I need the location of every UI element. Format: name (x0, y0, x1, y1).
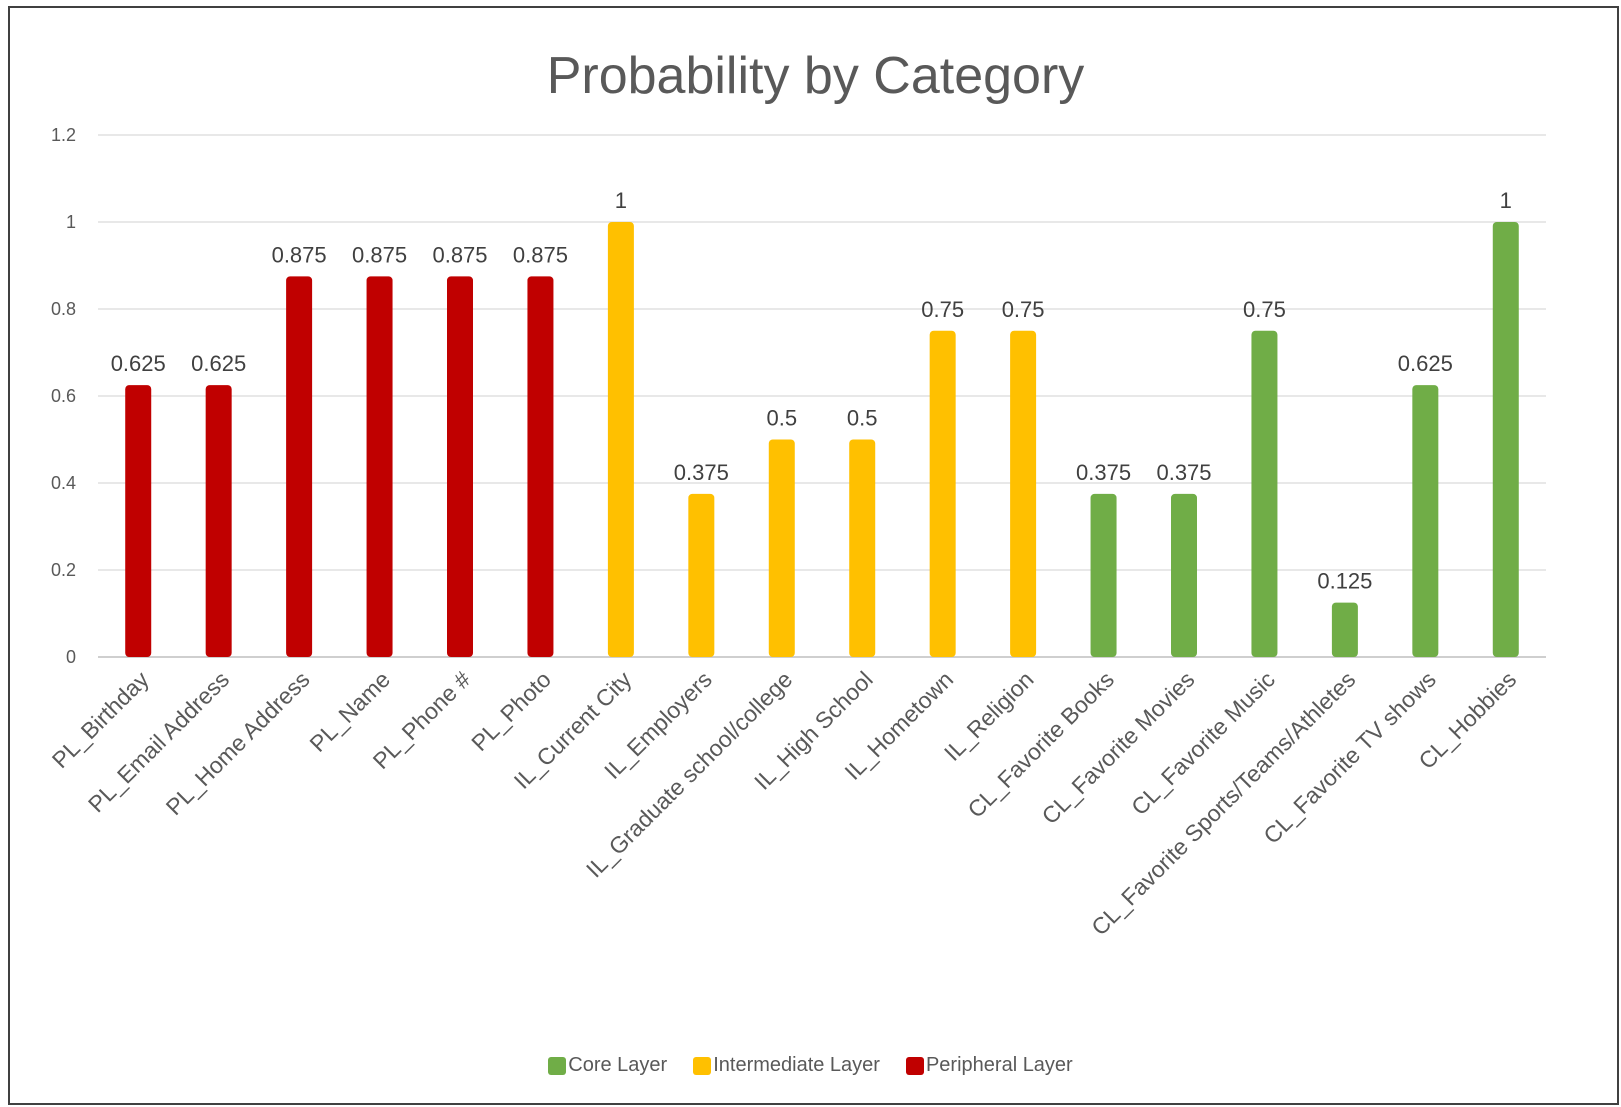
data-label: 0.375 (1076, 460, 1131, 485)
legend-item-intermediate: Intermediate Layer (693, 1054, 880, 1077)
data-label: 0.625 (1398, 351, 1453, 376)
data-label: 0.125 (1317, 569, 1372, 594)
bar (688, 493, 715, 657)
data-label: 0.5 (766, 406, 797, 431)
data-label: 0.375 (674, 460, 729, 485)
y-tick-label: 1 (66, 212, 76, 232)
chart-legend: Core Layer Intermediate Layer Peripheral… (0, 1054, 1621, 1077)
x-category-label: PL_Home Address (161, 666, 315, 820)
data-label: 0.875 (272, 242, 327, 267)
bar (1090, 493, 1117, 657)
x-category-label: CL_Favorite Music (1126, 666, 1280, 820)
legend-label-peripheral: Peripheral Layer (925, 1054, 1073, 1076)
bar (1492, 222, 1519, 657)
x-category-label: CL_Favorite Movies (1037, 666, 1200, 829)
data-label: 0.875 (432, 242, 487, 267)
bar (205, 385, 232, 657)
y-tick-label: 0.4 (51, 473, 76, 493)
data-label: 0.875 (352, 242, 407, 267)
bar (849, 439, 876, 657)
chart-title: Probability by Category (546, 47, 1085, 105)
y-tick-label: 0 (66, 647, 76, 667)
bar (1010, 330, 1037, 657)
data-label: 0.625 (111, 351, 166, 376)
legend-label-core: Core Layer (568, 1054, 668, 1076)
y-tick-label: 0.6 (51, 386, 76, 406)
y-tick-label: 1.2 (51, 125, 76, 145)
data-label: 0.75 (1002, 297, 1045, 322)
y-tick-label: 0.8 (51, 299, 76, 319)
bar (1171, 493, 1197, 657)
data-label: 0.75 (921, 297, 964, 322)
data-label: 0.625 (191, 351, 246, 376)
bar (1251, 330, 1278, 657)
data-label: 0.75 (1243, 297, 1286, 322)
legend-swatch-core (548, 1056, 567, 1075)
bar (527, 276, 554, 657)
chart-frame: Probability by Category (8, 6, 1619, 1105)
bar (768, 439, 795, 657)
x-category-label: CL_Favorite Books (962, 666, 1119, 823)
bar (1331, 602, 1358, 657)
data-label: 1 (1500, 188, 1512, 213)
bar (125, 385, 152, 657)
bar (929, 330, 956, 657)
data-label: 0.375 (1156, 460, 1211, 485)
x-category-label: PL_Email Address (83, 666, 234, 817)
data-label: 0.5 (847, 406, 878, 431)
legend-swatch-intermediate (693, 1056, 712, 1075)
y-tick-label: 0.2 (51, 560, 76, 580)
legend-item-core: Core Layer (548, 1054, 667, 1077)
bar (366, 276, 393, 657)
data-label: 0.875 (513, 242, 568, 267)
data-label: 1 (615, 188, 627, 213)
legend-swatch-peripheral (905, 1056, 924, 1075)
legend-item-peripheral: Peripheral Layer (905, 1054, 1073, 1077)
legend-label-intermediate: Intermediate Layer (713, 1054, 880, 1076)
bar (1412, 385, 1439, 657)
bar (447, 276, 473, 657)
bar (286, 276, 313, 657)
bar (607, 222, 634, 657)
